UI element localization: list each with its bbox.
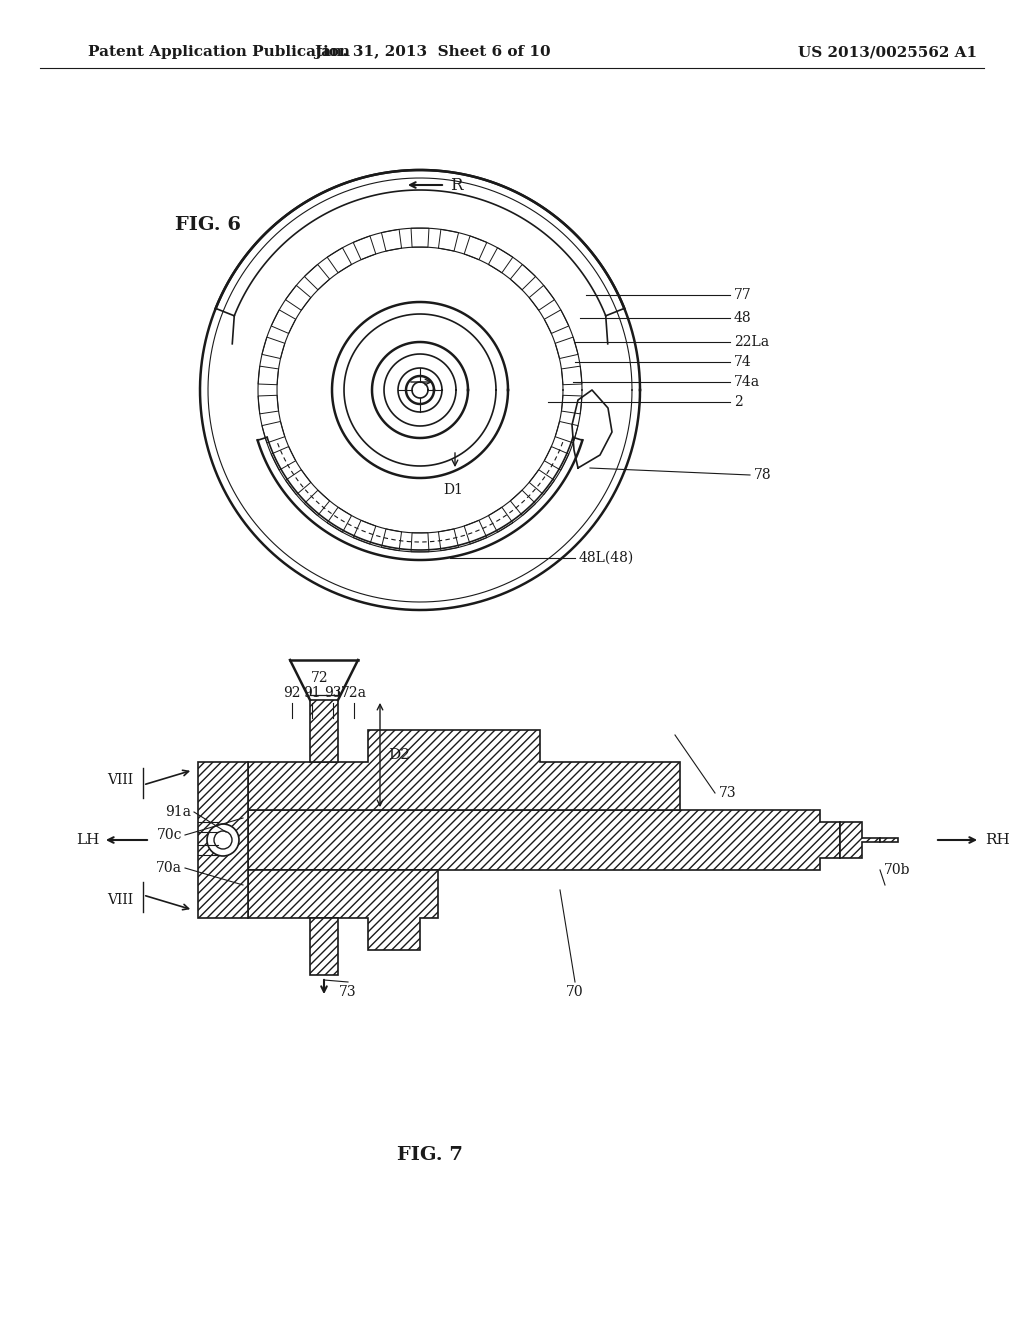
Text: 2: 2	[734, 395, 742, 409]
Text: FIG. 7: FIG. 7	[397, 1146, 463, 1164]
Text: D1: D1	[443, 483, 463, 498]
Polygon shape	[529, 285, 554, 310]
Text: 73: 73	[719, 785, 736, 800]
Polygon shape	[464, 520, 486, 544]
Polygon shape	[561, 366, 582, 384]
Text: 91a: 91a	[165, 805, 191, 818]
Polygon shape	[353, 520, 376, 544]
Polygon shape	[304, 490, 330, 516]
Circle shape	[207, 824, 239, 855]
Polygon shape	[545, 310, 568, 334]
Polygon shape	[248, 810, 840, 870]
Polygon shape	[545, 446, 568, 470]
Polygon shape	[438, 230, 459, 251]
Polygon shape	[198, 762, 248, 917]
Polygon shape	[310, 917, 338, 975]
Polygon shape	[328, 507, 351, 532]
Polygon shape	[510, 264, 536, 290]
Polygon shape	[262, 421, 285, 444]
Text: 70b: 70b	[884, 863, 910, 876]
Text: 74a: 74a	[734, 375, 760, 389]
Text: 72a: 72a	[341, 686, 367, 700]
Text: 73: 73	[339, 985, 356, 999]
Text: VIII: VIII	[106, 774, 133, 787]
Text: 92: 92	[284, 686, 301, 700]
Polygon shape	[271, 310, 296, 334]
Text: D2: D2	[388, 748, 410, 762]
Polygon shape	[328, 248, 351, 273]
Text: Patent Application Publication: Patent Application Publication	[88, 45, 350, 59]
Text: US 2013/0025562 A1: US 2013/0025562 A1	[799, 45, 978, 59]
Polygon shape	[310, 700, 338, 762]
Polygon shape	[262, 337, 285, 359]
Text: 48L(48): 48L(48)	[579, 550, 634, 565]
Circle shape	[214, 832, 232, 849]
Polygon shape	[840, 822, 880, 858]
Polygon shape	[304, 264, 330, 290]
Text: LH: LH	[77, 833, 100, 847]
Polygon shape	[258, 395, 279, 414]
Text: 93: 93	[325, 686, 342, 700]
Polygon shape	[529, 470, 554, 495]
Polygon shape	[286, 285, 311, 310]
Text: R: R	[450, 177, 463, 194]
Polygon shape	[382, 529, 401, 550]
Polygon shape	[248, 730, 680, 810]
Polygon shape	[561, 395, 582, 414]
Text: 70: 70	[566, 985, 584, 999]
Polygon shape	[880, 838, 898, 842]
Polygon shape	[510, 490, 536, 516]
Text: FIG. 6: FIG. 6	[175, 216, 241, 234]
Text: 74: 74	[734, 355, 752, 370]
Text: 72: 72	[311, 671, 329, 685]
Text: 78: 78	[754, 469, 772, 482]
Text: Jan. 31, 2013  Sheet 6 of 10: Jan. 31, 2013 Sheet 6 of 10	[313, 45, 550, 59]
Polygon shape	[488, 507, 513, 532]
Polygon shape	[411, 533, 429, 552]
Text: VIII: VIII	[106, 894, 133, 907]
Text: 77: 77	[734, 288, 752, 302]
Text: 70c: 70c	[157, 828, 182, 842]
Polygon shape	[353, 236, 376, 260]
Polygon shape	[411, 228, 429, 247]
Text: 70a: 70a	[156, 861, 182, 875]
Text: 22La: 22La	[734, 335, 769, 348]
Polygon shape	[438, 529, 459, 550]
Polygon shape	[258, 366, 279, 384]
Polygon shape	[464, 236, 486, 260]
Text: 48: 48	[734, 312, 752, 325]
Text: 91: 91	[303, 686, 321, 700]
Polygon shape	[488, 248, 513, 273]
Polygon shape	[248, 870, 438, 950]
Polygon shape	[555, 421, 578, 444]
Polygon shape	[382, 230, 401, 251]
Text: RH: RH	[985, 833, 1010, 847]
Polygon shape	[286, 470, 311, 495]
Polygon shape	[555, 337, 578, 359]
Polygon shape	[271, 446, 296, 470]
